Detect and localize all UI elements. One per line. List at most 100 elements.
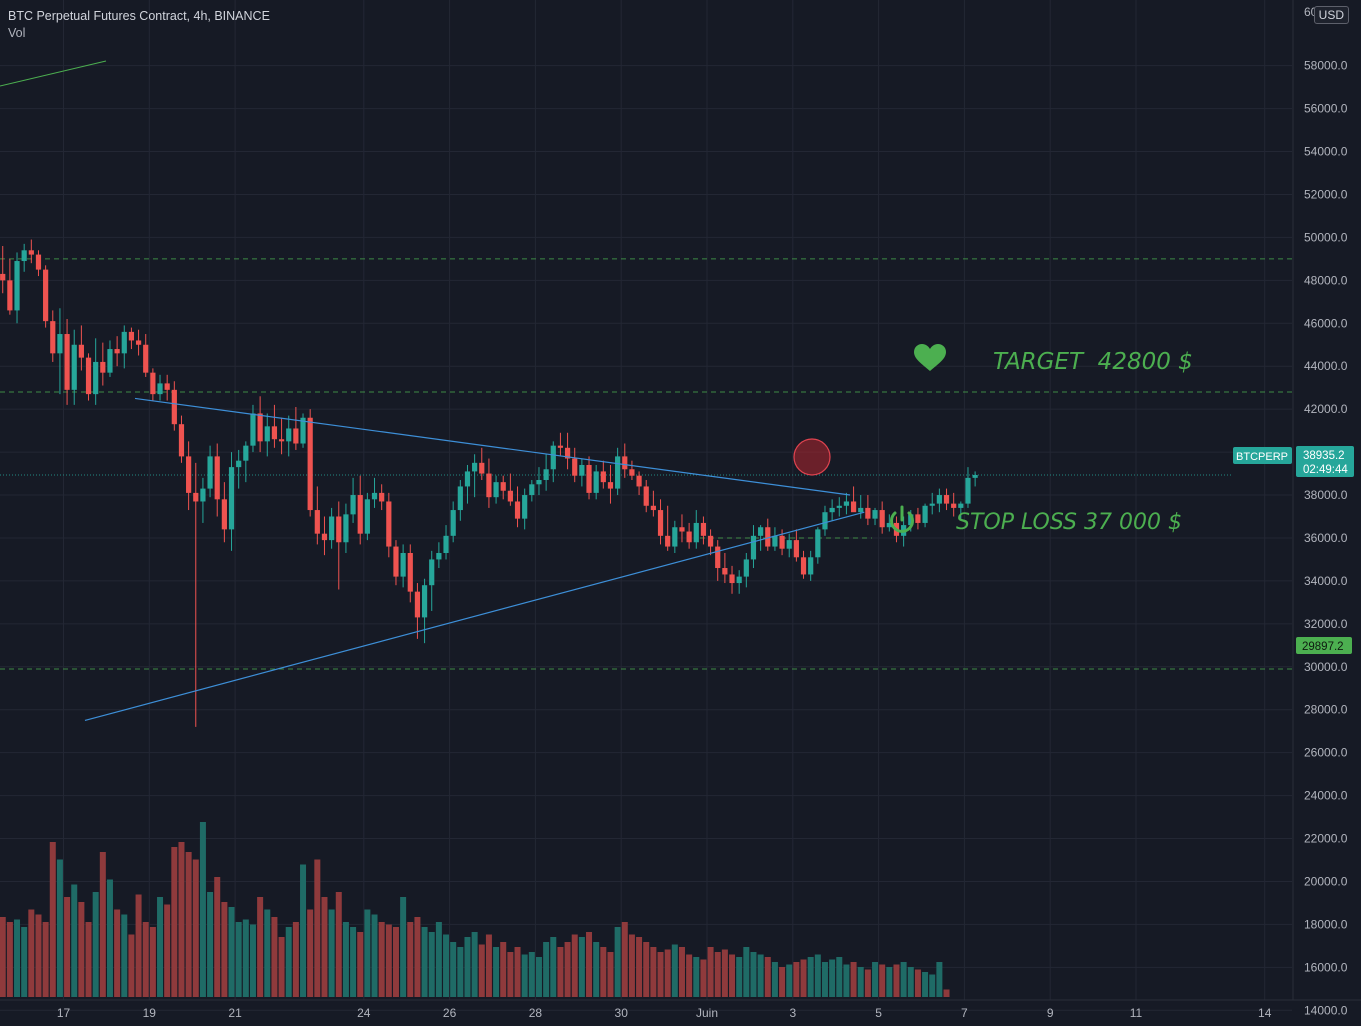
target-annotation[interactable]: TARGET 42800 $ bbox=[914, 344, 1193, 375]
volume-bar bbox=[764, 957, 771, 997]
price-tick-label: 36000.0 bbox=[1304, 531, 1348, 545]
volume-bar bbox=[300, 864, 307, 997]
volume-bar bbox=[593, 942, 600, 997]
volume-bar bbox=[814, 954, 821, 997]
volume-bar bbox=[435, 922, 442, 997]
candle-body bbox=[808, 557, 814, 575]
volume-bar bbox=[99, 852, 106, 997]
candle-body bbox=[100, 361, 106, 373]
candle-body bbox=[636, 475, 642, 487]
candle-body bbox=[486, 473, 492, 498]
candle-body bbox=[393, 546, 399, 577]
candle-body bbox=[250, 413, 256, 446]
volume-bar bbox=[650, 947, 657, 997]
candle-body bbox=[114, 349, 120, 354]
volume-bar bbox=[900, 962, 907, 997]
candle-body bbox=[765, 527, 771, 547]
volume-bar bbox=[843, 964, 850, 997]
price-tick-label: 14000.0 bbox=[1304, 1003, 1348, 1017]
volume-bar bbox=[836, 957, 843, 997]
volume-bar bbox=[85, 922, 92, 997]
breakout-marker[interactable] bbox=[793, 438, 831, 476]
candle-body bbox=[457, 486, 463, 511]
candle-body bbox=[143, 344, 149, 373]
volume-bar bbox=[321, 897, 328, 997]
time-tick-label: 21 bbox=[228, 1006, 242, 1020]
volume-bar bbox=[693, 957, 700, 997]
candle-body bbox=[536, 480, 542, 485]
volume-bar bbox=[493, 947, 500, 997]
price-tick-label: 52000.0 bbox=[1304, 187, 1348, 201]
volume-bar bbox=[671, 944, 678, 997]
trendline-upper[interactable] bbox=[134, 397, 851, 496]
candle-body bbox=[164, 383, 170, 390]
candle-body bbox=[586, 464, 592, 493]
candle-body bbox=[929, 503, 935, 506]
candle-body bbox=[579, 464, 585, 476]
volume-bar bbox=[285, 927, 292, 997]
price-tick-label: 58000.0 bbox=[1304, 59, 1348, 73]
time-axis[interactable]: 17 19 21 24 26 28 30 Juin 3 5 7 9 11 14 bbox=[0, 999, 1361, 1020]
volume-bars bbox=[0, 822, 950, 997]
volume-bar bbox=[21, 927, 28, 997]
volume-bar bbox=[943, 989, 950, 997]
candle-body bbox=[71, 344, 77, 390]
candle-body bbox=[493, 482, 499, 498]
candle-body bbox=[171, 389, 177, 425]
candle-body bbox=[472, 462, 478, 472]
trendline-lower[interactable] bbox=[84, 511, 865, 722]
price-tick-label: 16000.0 bbox=[1304, 960, 1348, 974]
candle-body bbox=[7, 280, 13, 311]
time-tick-label: 30 bbox=[615, 1006, 629, 1020]
price-tick-label: 24000.0 bbox=[1304, 789, 1348, 803]
candle-body bbox=[14, 261, 20, 311]
candle-body bbox=[200, 488, 206, 502]
volume-bar bbox=[793, 962, 800, 997]
candle-body bbox=[836, 505, 842, 508]
volume-bar bbox=[636, 937, 643, 997]
candle-body bbox=[829, 507, 835, 513]
volume-bar bbox=[35, 914, 42, 997]
volume-bar bbox=[521, 954, 528, 997]
candle-body bbox=[557, 445, 564, 448]
volume-bar bbox=[192, 859, 199, 997]
price-tick-label: 46000.0 bbox=[1304, 316, 1348, 330]
volume-bar bbox=[392, 927, 399, 997]
candle-body bbox=[786, 540, 792, 549]
candle-body bbox=[286, 428, 292, 442]
volume-bar bbox=[128, 934, 135, 997]
candle-body bbox=[321, 533, 328, 541]
candle-body bbox=[715, 546, 721, 569]
volume-bar bbox=[49, 842, 56, 997]
horizontal-levels[interactable] bbox=[0, 258, 1292, 670]
volume-bar bbox=[714, 952, 721, 997]
volume-bar bbox=[450, 942, 457, 997]
candle-body bbox=[707, 535, 714, 547]
candle-body bbox=[915, 514, 921, 523]
stop-loss-annotation[interactable]: STOP LOSS 37 000 $ bbox=[890, 505, 1182, 535]
volume-bar bbox=[936, 962, 943, 997]
price-tick-label: 44000.0 bbox=[1304, 359, 1348, 373]
candle-body bbox=[572, 458, 578, 476]
time-tick-label: 9 bbox=[1047, 1006, 1054, 1020]
volume-bar bbox=[264, 909, 271, 997]
volume-bar bbox=[929, 974, 936, 997]
volume-bar bbox=[757, 954, 764, 997]
volume-bar bbox=[678, 947, 685, 997]
currency-selector[interactable]: USD bbox=[1313, 6, 1349, 24]
volume-bar bbox=[736, 957, 743, 997]
price-tick-label: 34000.0 bbox=[1304, 574, 1348, 588]
volume-indicator-label[interactable]: Vol bbox=[8, 26, 26, 40]
candle-body bbox=[364, 499, 370, 534]
candle-body bbox=[429, 559, 435, 586]
trendlines[interactable] bbox=[84, 397, 865, 722]
candle-body bbox=[772, 535, 778, 547]
volume-bar bbox=[443, 934, 450, 997]
volume-bar bbox=[707, 947, 714, 997]
candle-body bbox=[793, 540, 799, 558]
price-tick-label: 42000.0 bbox=[1304, 402, 1348, 416]
price-axis[interactable]: 14000.0 16000.0 18000.0 20000.0 22000.0 24000… bbox=[1292, 0, 1348, 1017]
volume-bar bbox=[164, 904, 171, 997]
time-tick-label: 14 bbox=[1258, 1006, 1272, 1020]
